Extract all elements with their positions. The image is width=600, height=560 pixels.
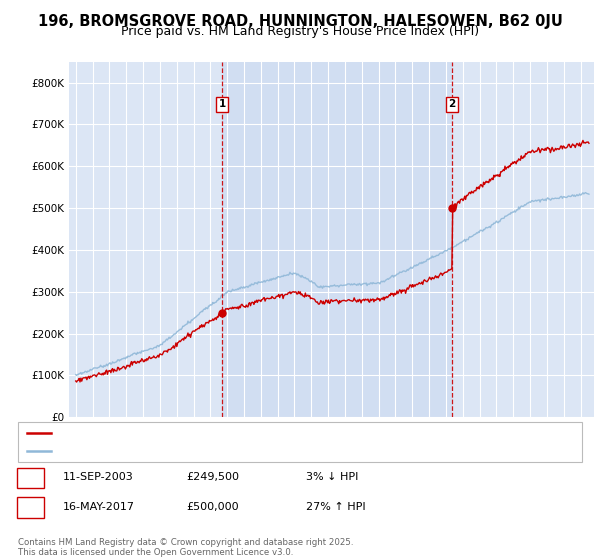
Text: 1: 1	[218, 99, 226, 109]
Text: 2: 2	[27, 502, 34, 512]
Text: 27% ↑ HPI: 27% ↑ HPI	[306, 502, 365, 512]
Text: 11-SEP-2003: 11-SEP-2003	[63, 472, 134, 482]
Text: 2: 2	[449, 99, 456, 109]
Text: £249,500: £249,500	[186, 472, 239, 482]
Text: Contains HM Land Registry data © Crown copyright and database right 2025.
This d: Contains HM Land Registry data © Crown c…	[18, 538, 353, 557]
Text: 3% ↓ HPI: 3% ↓ HPI	[306, 472, 358, 482]
Text: 16-MAY-2017: 16-MAY-2017	[63, 502, 135, 512]
Text: 196, BROMSGROVE ROAD, HUNNINGTON, HALESOWEN, B62 0JU (detached house): 196, BROMSGROVE ROAD, HUNNINGTON, HALESO…	[57, 428, 460, 437]
Text: 196, BROMSGROVE ROAD, HUNNINGTON, HALESOWEN, B62 0JU: 196, BROMSGROVE ROAD, HUNNINGTON, HALESO…	[38, 14, 562, 29]
Text: £500,000: £500,000	[186, 502, 239, 512]
Bar	[222, 62, 452, 417]
Text: Price paid vs. HM Land Registry's House Price Index (HPI): Price paid vs. HM Land Registry's House …	[121, 25, 479, 38]
Text: HPI: Average price, detached house, Bromsgrove: HPI: Average price, detached house, Brom…	[57, 446, 296, 456]
Text: 1: 1	[27, 472, 34, 482]
